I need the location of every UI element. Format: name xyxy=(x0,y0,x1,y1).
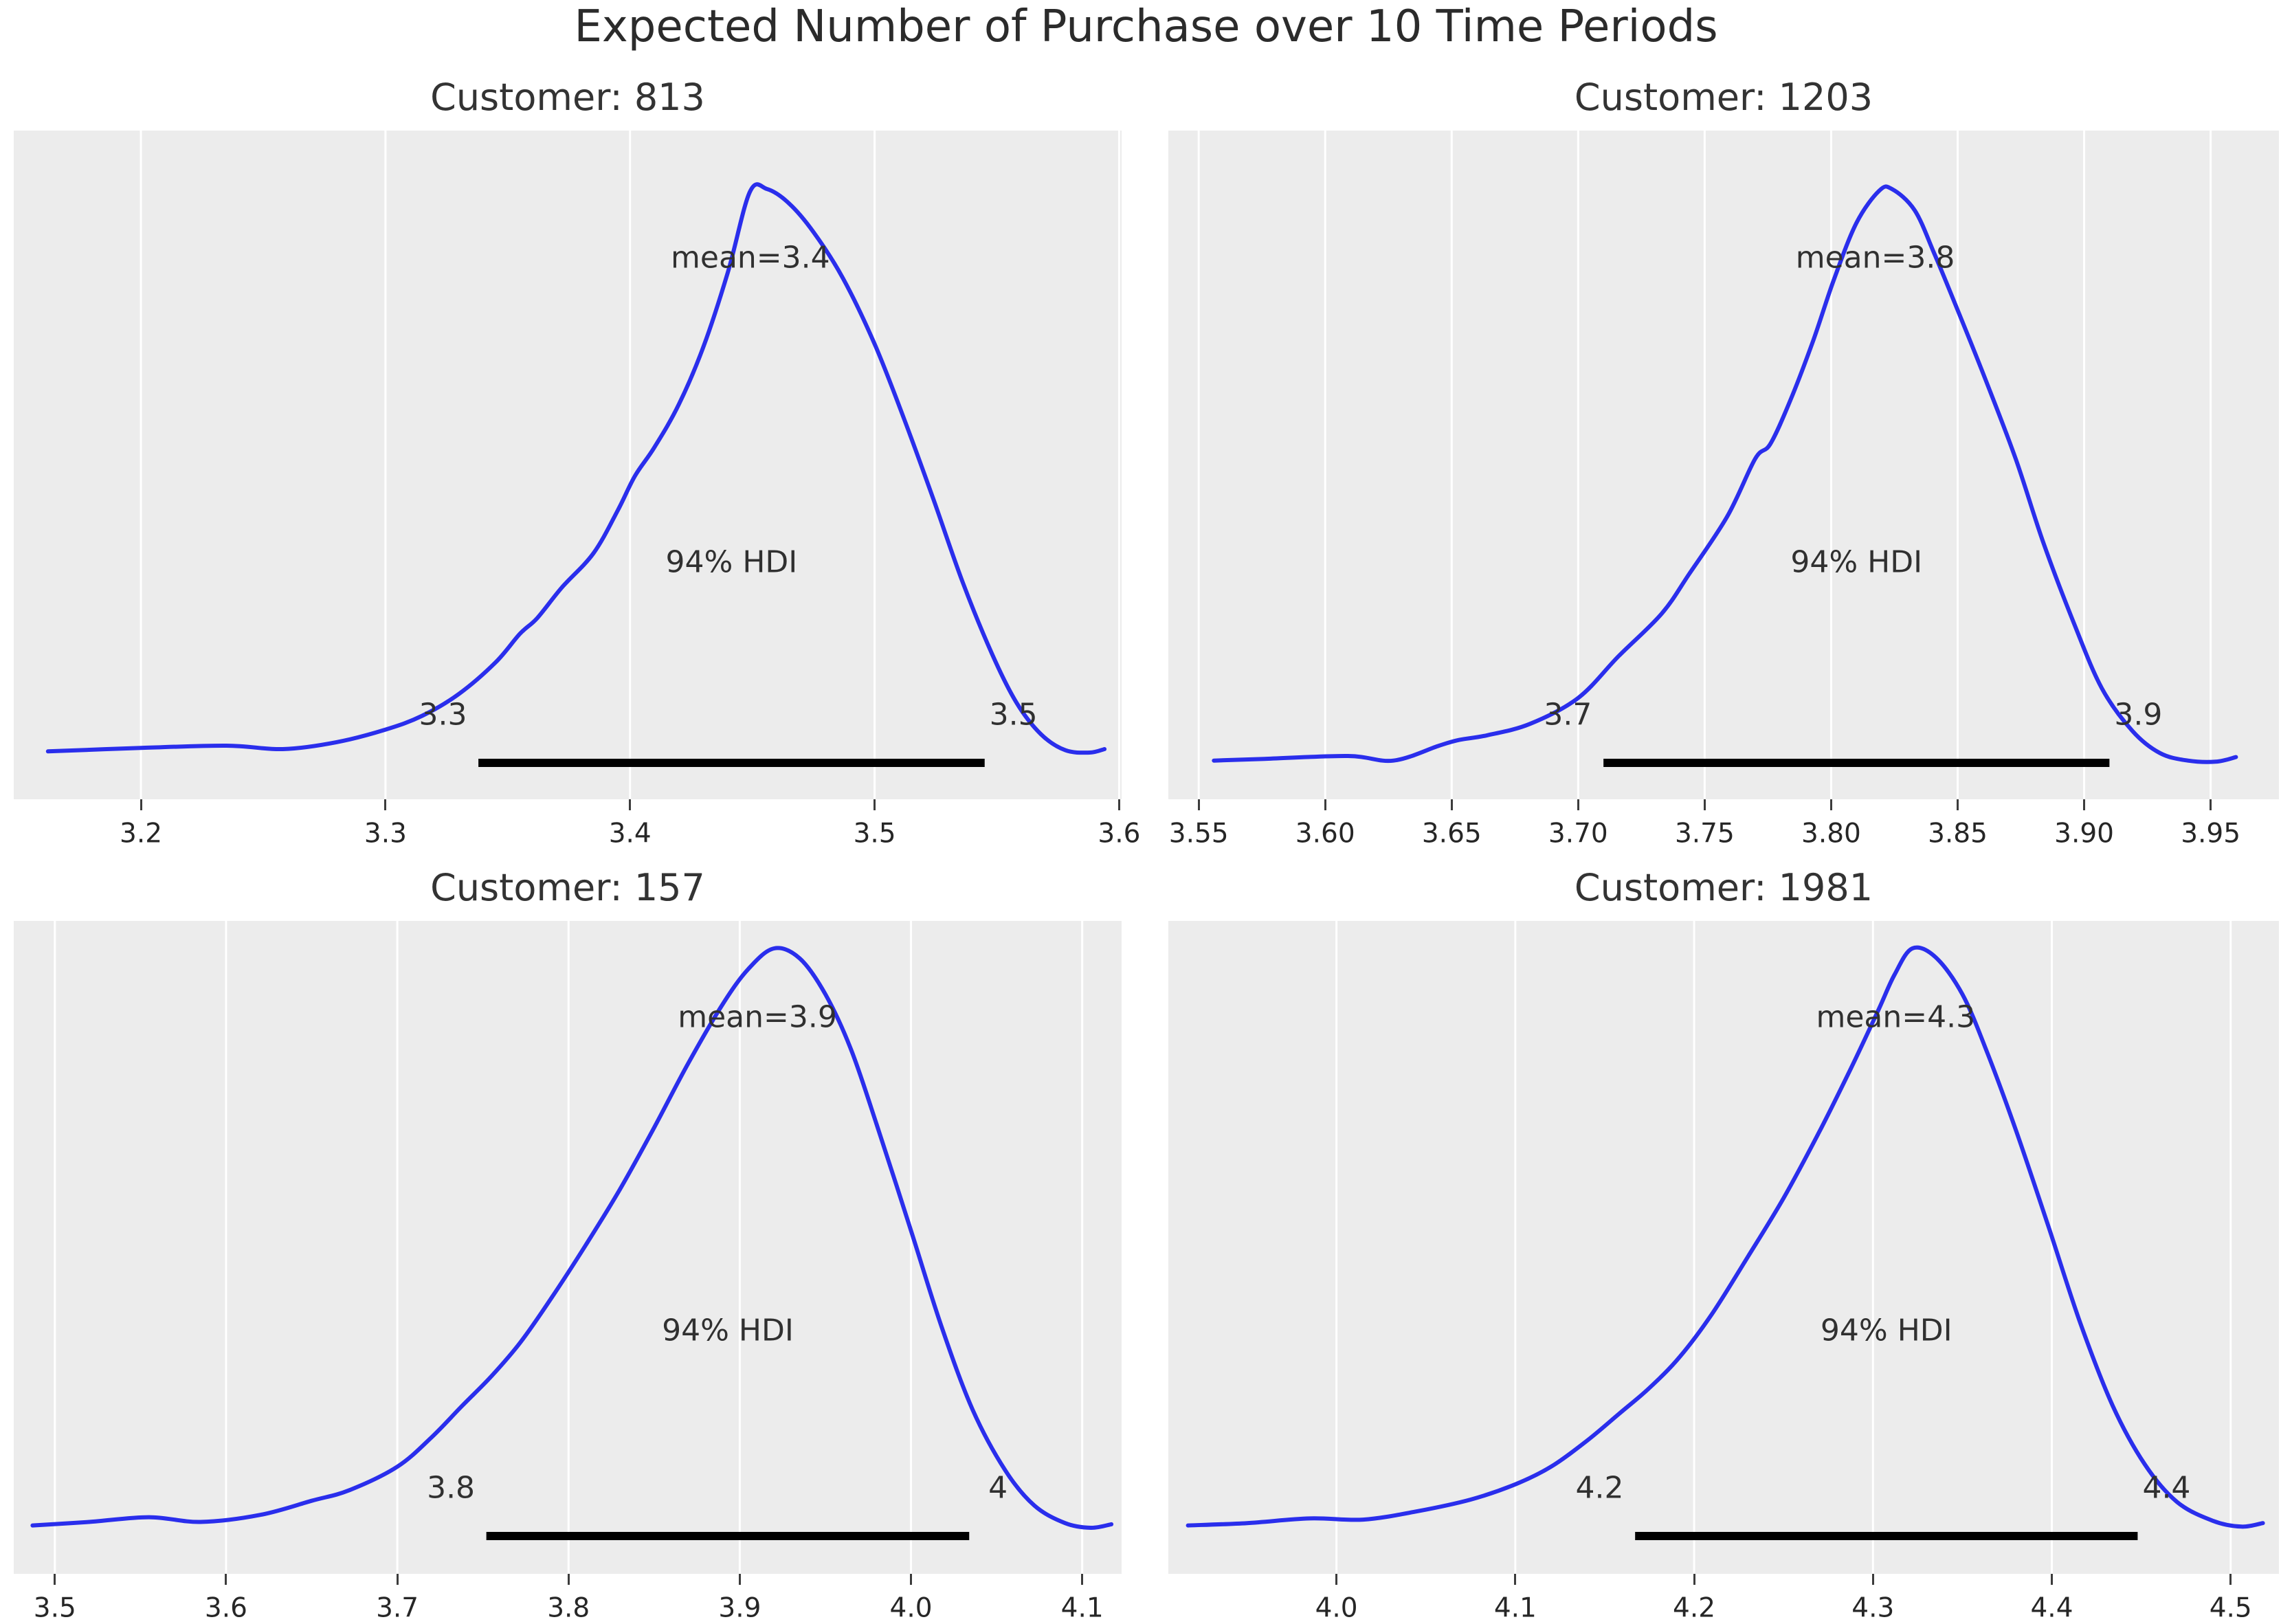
tick-label: 3.4 xyxy=(608,818,652,849)
tick-label: 4.4 xyxy=(2030,1592,2073,1624)
tick-label: 3.3 xyxy=(364,818,407,849)
tick-mark xyxy=(2210,799,2212,810)
subplot-title: Customer: 157 xyxy=(430,866,705,909)
tick-mark xyxy=(2083,799,2086,810)
tick-label: 3.75 xyxy=(1674,818,1735,849)
tick-mark xyxy=(140,799,142,810)
tick-label: 3.95 xyxy=(2181,818,2241,849)
hdi-percent-annotation: 94% HDI xyxy=(662,1313,794,1348)
hdi-interval-bar xyxy=(478,759,985,767)
tick-label: 3.90 xyxy=(2054,818,2114,849)
tick-label: 4.5 xyxy=(2209,1592,2252,1624)
tick-mark xyxy=(1829,799,1832,810)
tick-label: 4.1 xyxy=(1493,1592,1537,1624)
tick-mark xyxy=(2229,1574,2232,1585)
tick-label: 3.70 xyxy=(1548,818,1608,849)
tick-mark xyxy=(1081,1574,1084,1585)
mean-annotation: mean=3.4 xyxy=(671,240,830,276)
tick-label: 3.8 xyxy=(547,1592,590,1624)
tick-label: 3.85 xyxy=(1928,818,1988,849)
tick-mark xyxy=(1450,799,1453,810)
hdi-upper-annotation: 4 xyxy=(988,1470,1008,1506)
hdi-interval-bar xyxy=(486,1532,970,1540)
tick-label: 3.5 xyxy=(33,1592,76,1624)
tick-mark xyxy=(384,799,387,810)
tick-label: 4.3 xyxy=(1851,1592,1895,1624)
tick-label: 3.65 xyxy=(1421,818,1482,849)
mean-annotation: mean=3.8 xyxy=(1795,240,1955,276)
kde-density-curve xyxy=(45,182,1107,755)
hdi-interval-bar xyxy=(1635,1532,2138,1540)
plot-panel: mean=3.9 94% HDI 3.8 4 xyxy=(14,921,1122,1574)
tick-label: 4.0 xyxy=(889,1592,933,1624)
mean-annotation: mean=3.9 xyxy=(678,999,837,1035)
tick-mark xyxy=(1871,1574,1874,1585)
tick-label: 4.1 xyxy=(1060,1592,1104,1624)
tick-mark xyxy=(1197,799,1200,810)
tick-mark xyxy=(910,1574,913,1585)
tick-label: 4.2 xyxy=(1673,1592,1716,1624)
hdi-upper-annotation: 3.5 xyxy=(989,697,1038,733)
tick-label: 4.0 xyxy=(1315,1592,1358,1624)
tick-label: 3.60 xyxy=(1295,818,1355,849)
tick-mark xyxy=(396,1574,399,1585)
hdi-percent-annotation: 94% HDI xyxy=(665,544,798,580)
tick-label: 3.7 xyxy=(376,1592,419,1624)
hdi-lower-annotation: 4.2 xyxy=(1575,1470,1624,1506)
hdi-lower-annotation: 3.8 xyxy=(427,1470,476,1506)
subplot-customer-1981: Customer: 1981 mean=4.3 94% HDI 4.2 4.4 … xyxy=(1168,866,2279,1624)
kde-density-curve xyxy=(30,946,1114,1531)
tick-mark xyxy=(1514,1574,1517,1585)
tick-mark xyxy=(1693,1574,1695,1585)
tick-label: 3.6 xyxy=(204,1592,247,1624)
hdi-upper-annotation: 3.9 xyxy=(2114,697,2163,733)
hdi-lower-annotation: 3.3 xyxy=(419,697,467,733)
kde-curve-svg xyxy=(1186,921,2265,1574)
subplot-title: Customer: 813 xyxy=(430,76,705,119)
kde-curve-svg xyxy=(45,131,1120,799)
tick-mark xyxy=(1577,799,1579,810)
tick-label: 3.2 xyxy=(120,818,163,849)
tick-mark xyxy=(1957,799,1959,810)
subplot-title: Customer: 1203 xyxy=(1574,76,1873,119)
mean-annotation: mean=4.3 xyxy=(1816,999,1976,1035)
hdi-upper-annotation: 4.4 xyxy=(2142,1470,2191,1506)
figure-title: Expected Number of Purchase over 10 Time… xyxy=(574,1,1718,52)
kde-density-curve xyxy=(1212,184,2238,764)
hdi-percent-annotation: 94% HDI xyxy=(1790,544,1923,580)
plot-panel: mean=3.4 94% HDI 3.3 3.5 xyxy=(14,131,1122,799)
tick-mark xyxy=(1335,1574,1338,1585)
tick-mark xyxy=(2051,1574,2053,1585)
tick-label: 3.5 xyxy=(853,818,896,849)
tick-mark xyxy=(225,1574,227,1585)
tick-mark xyxy=(629,799,632,810)
subplot-customer-813: Customer: 813 mean=3.4 94% HDI 3.3 3.5 3… xyxy=(14,76,1140,849)
subplot-customer-1203: Customer: 1203 mean=3.8 94% HDI 3.7 3.9 … xyxy=(1168,76,2279,849)
subplot-customer-157: Customer: 157 mean=3.9 94% HDI 3.8 4 3.5… xyxy=(14,866,1122,1624)
tick-mark xyxy=(1703,799,1706,810)
hdi-lower-annotation: 3.7 xyxy=(1544,697,1592,733)
tick-mark xyxy=(1324,799,1326,810)
kde-density-curve xyxy=(1186,945,2265,1529)
plot-panel: mean=3.8 94% HDI 3.7 3.9 xyxy=(1168,131,2279,799)
tick-label: 3.9 xyxy=(718,1592,761,1624)
tick-mark xyxy=(874,799,876,810)
tick-mark xyxy=(567,1574,570,1585)
hdi-percent-annotation: 94% HDI xyxy=(1820,1313,1952,1348)
tick-mark xyxy=(738,1574,741,1585)
tick-label: 3.55 xyxy=(1168,818,1229,849)
tick-mark xyxy=(54,1574,56,1585)
subplot-title: Customer: 1981 xyxy=(1574,866,1873,909)
plot-panel: mean=4.3 94% HDI 4.2 4.4 xyxy=(1168,921,2279,1574)
kde-curve-svg xyxy=(1197,131,2238,799)
tick-label: 3.80 xyxy=(1801,818,1861,849)
hdi-interval-bar xyxy=(1603,759,2110,767)
tick-mark xyxy=(1117,799,1120,810)
tick-label: 3.6 xyxy=(1098,818,1141,849)
kde-curve-svg xyxy=(30,921,1114,1574)
